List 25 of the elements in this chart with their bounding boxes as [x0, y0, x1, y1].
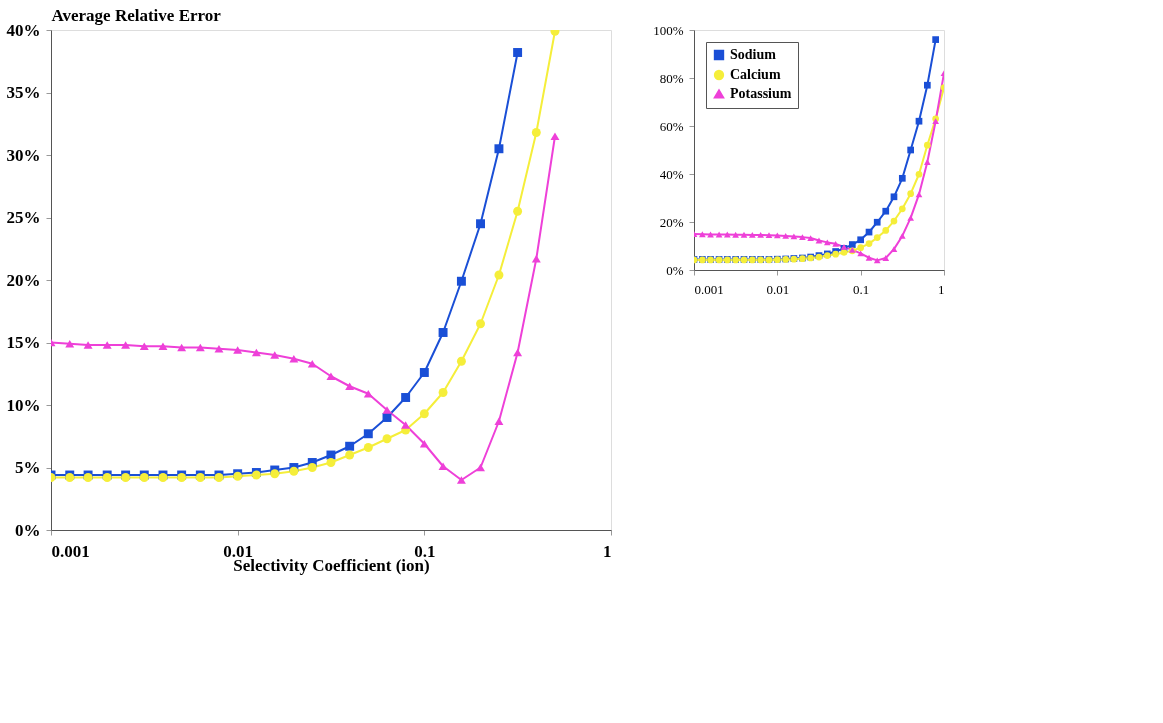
legend-label: Potassium: [730, 86, 792, 101]
x-tick-label: 0.001: [51, 541, 90, 561]
y-tick-label: 15%: [6, 333, 41, 352]
x-tick-label: 1: [603, 541, 612, 561]
y-tick-label: 40%: [659, 166, 684, 182]
x-tick-label: 0.001: [694, 281, 724, 297]
y-tick-label: 20%: [659, 214, 684, 230]
x-tick-label: 0.1: [853, 281, 870, 297]
y-axis-title: Average Relative Error: [51, 5, 222, 25]
y-tick-label: 10%: [6, 395, 41, 415]
y-tick-label: 40%: [6, 20, 41, 40]
y-tick-label: 30%: [6, 145, 41, 165]
y-tick-label: 80%: [659, 70, 684, 86]
y-tick-label: 60%: [659, 118, 684, 134]
legend-label: Calcium: [730, 67, 781, 82]
y-tick-label: 5%: [15, 458, 41, 477]
y-tick-label: 25%: [6, 208, 41, 227]
y-tick-label: 100%: [653, 22, 684, 38]
x-tick-label: 0.01: [766, 281, 790, 297]
y-tick-label: 0%: [666, 262, 684, 278]
x-tick-label: 1: [938, 281, 945, 297]
y-tick-label: 0%: [15, 520, 41, 540]
y-tick-label: 35%: [6, 83, 41, 102]
legend-label: Sodium: [730, 47, 777, 62]
y-tick-label: 20%: [6, 270, 41, 290]
